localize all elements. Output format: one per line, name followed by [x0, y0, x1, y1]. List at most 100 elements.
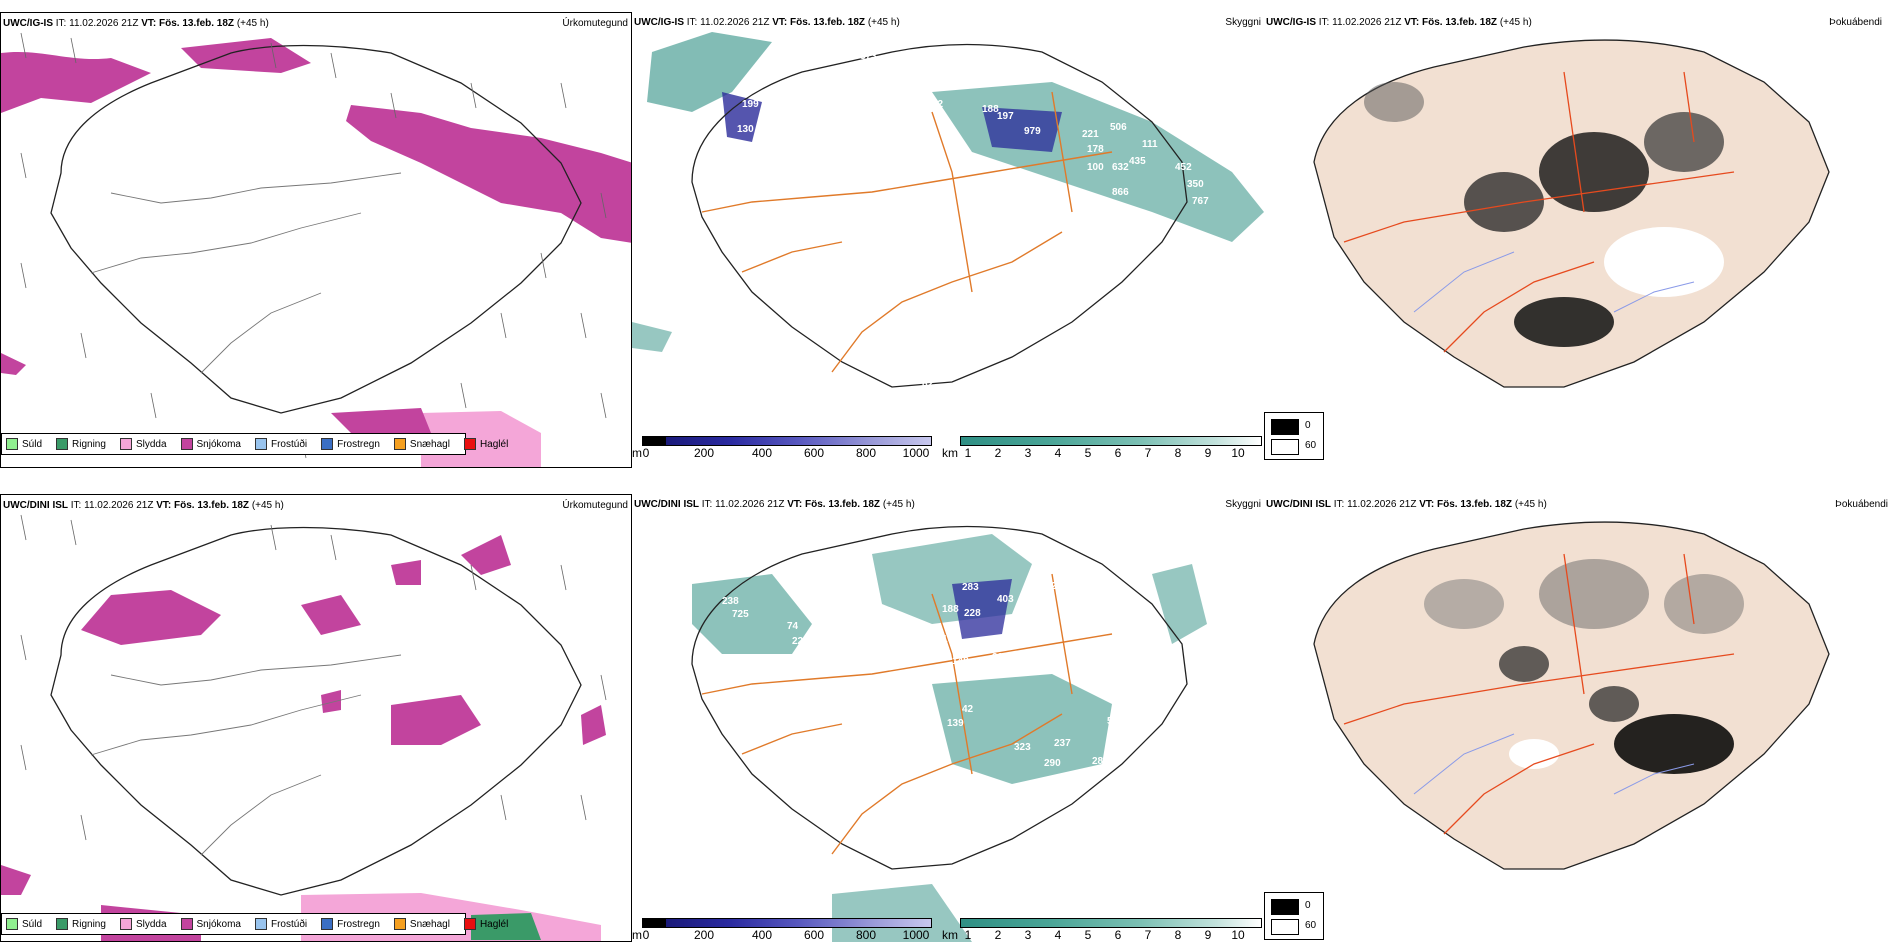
vis-label: 350: [1187, 179, 1204, 190]
legend-item-snjokoma: Snjókoma: [180, 438, 241, 450]
vis-label: 221: [1082, 129, 1099, 140]
fog-map-top: [1313, 39, 1830, 388]
it-value: 11.02.2026 21Z: [1347, 499, 1417, 510]
vis-label: 452: [1175, 162, 1192, 173]
vis-label: 203: [992, 652, 1009, 663]
visibility-panel-bottom: 238 725 74 225 375 364 188 283 228 403 6…: [632, 494, 1264, 942]
vis-label: 106: [942, 634, 959, 645]
unit-km: km: [942, 446, 958, 460]
vis-label: 984: [802, 44, 819, 55]
fog-legend-top-label: 0: [1305, 420, 1311, 431]
swatch: [393, 438, 406, 450]
legend-label: Snjókoma: [196, 438, 241, 450]
fog-swatch-dark: [1271, 419, 1299, 435]
fog-legend-bottom: 0 60: [1264, 892, 1324, 940]
vis-label: 373: [860, 51, 877, 62]
tick: 6: [1114, 928, 1122, 942]
panel-title: Þokuábendi: [1835, 499, 1888, 510]
legend-label: Frostregn: [337, 438, 380, 450]
visibility-km-colorbar: km 1 2 3 4 5 6 7 8 9 10: [942, 918, 1262, 942]
legend-item-rigning: Rigning: [56, 918, 106, 930]
wind-barbs: [20, 32, 607, 459]
fog-legend-top-label: 0: [1305, 900, 1311, 911]
vt-label: VT:: [1404, 17, 1420, 28]
it-label: IT:: [1318, 17, 1330, 28]
legend-item-snaehagl: Snæhagl: [393, 438, 450, 450]
model-name: UWC/IG-IS: [3, 18, 53, 29]
it-value: 11.02.2026 21Z: [700, 17, 770, 28]
visibility-map-bottom: 238 725 74 225 375 364 188 283 228 403 6…: [691, 525, 1207, 942]
swatch: [180, 918, 193, 930]
tick: 7: [1144, 446, 1152, 460]
tick: 1000: [902, 928, 930, 942]
fog-legend-bottom-label: 60: [1305, 920, 1317, 931]
vis-label: 82: [932, 99, 944, 110]
panel-header: UWC/IG-IS IT: 11.02.2026 21Z VT: Fös. 13…: [3, 18, 269, 29]
vis-label: 237: [1054, 738, 1071, 749]
swatch: [321, 438, 334, 450]
vis-label: 100: [1087, 162, 1104, 173]
it-label: IT:: [686, 17, 698, 28]
tick: 8: [1174, 928, 1182, 942]
tick: 200: [693, 928, 715, 942]
legend-label: Snæhagl: [409, 918, 450, 930]
precip-legend: Súld Rigning Slydda Snjókoma Frostúði Fr…: [1, 433, 508, 455]
vt-value: Fös. 13.feb. 18Z: [805, 499, 881, 510]
vis-label: 225: [792, 636, 809, 647]
vt-value: Fös. 13.feb. 18Z: [1422, 17, 1498, 28]
swatch: [119, 918, 132, 930]
vis-label: 435: [1129, 156, 1146, 167]
visibility-km-colorbar: km 1 2 3 4 5 6 7 8 9 10: [942, 436, 1262, 466]
vis-label: 639: [1052, 774, 1069, 785]
vis-label: 632: [1112, 162, 1129, 173]
legend-item-slydda: Slydda: [119, 438, 167, 450]
vis-label: 199: [742, 99, 759, 110]
it-value: 11.02.2026 21Z: [1332, 17, 1402, 28]
vis-label: 62: [922, 379, 934, 390]
vt-value: Fös. 13.feb. 18Z: [174, 500, 250, 511]
panel-title: Skyggni: [1225, 17, 1261, 28]
vt-label: VT:: [772, 17, 788, 28]
vis-label: 283: [962, 582, 979, 593]
legend-item-snjokoma: Snjókoma: [180, 918, 241, 930]
legend-label: Slydda: [135, 918, 167, 930]
tick: 10: [1231, 446, 1245, 460]
model-name: UWC/DINI ISL: [634, 499, 699, 510]
fog-legend-bottom-label: 60: [1305, 440, 1317, 451]
precip-type-panel-bottom: UWC/DINI ISL IT: 11.02.2026 21Z VT: Fös.…: [0, 494, 632, 942]
legend-label: Rigning: [72, 438, 106, 450]
tick: 0: [642, 928, 650, 942]
legend-item-snaehagl: Snæhagl: [393, 918, 450, 930]
tick: 600: [803, 446, 825, 460]
vis-label: 114: [927, 866, 944, 877]
vis-label: 205: [1114, 742, 1131, 753]
unit-km: km: [942, 928, 958, 942]
legend-label: Súld: [22, 918, 43, 930]
vt-value: Fös. 13.feb. 18Z: [790, 17, 866, 28]
colorbar-km: [960, 918, 1262, 928]
legend-item-haglel: Haglél: [463, 918, 508, 930]
vt-label: VT:: [156, 500, 172, 511]
panel-header: UWC/DINI ISL IT: 11.02.2026 21Z VT: Fös.…: [1266, 499, 1547, 510]
legend-item-frostudi: Frostúði: [254, 438, 307, 450]
vis-label: 111: [1142, 139, 1158, 150]
lead-time: (+45 h): [1514, 499, 1547, 510]
legend-item-slydda: Slydda: [119, 918, 167, 930]
tick: 200: [693, 446, 715, 460]
tick: 1: [964, 446, 972, 460]
panel-header: UWC/IG-IS IT: 11.02.2026 21Z VT: Fös. 13…: [1266, 17, 1532, 28]
vis-label: 570: [1107, 716, 1124, 727]
vis-label: 42: [962, 704, 974, 715]
legend-label: Súld: [22, 438, 43, 450]
panel-title: Þokuábendi: [1829, 17, 1882, 28]
swatch: [180, 438, 193, 450]
vis-label: 283: [1092, 756, 1109, 767]
panel-title: Skyggni: [1225, 499, 1261, 510]
panel-header: UWC/IG-IS IT: 11.02.2026 21Z VT: Fös. 13…: [634, 17, 900, 28]
precip-type-panel-top: UWC/IG-IS IT: 11.02.2026 21Z VT: Fös. 13…: [0, 12, 632, 468]
legend-label: Rigning: [72, 918, 106, 930]
tick: 2: [994, 928, 1002, 942]
fog-map-bottom: [1313, 521, 1830, 870]
it-label: IT:: [701, 499, 713, 510]
visibility-meters-colorbar: m 0 200 400 600 800 1000: [632, 436, 932, 466]
